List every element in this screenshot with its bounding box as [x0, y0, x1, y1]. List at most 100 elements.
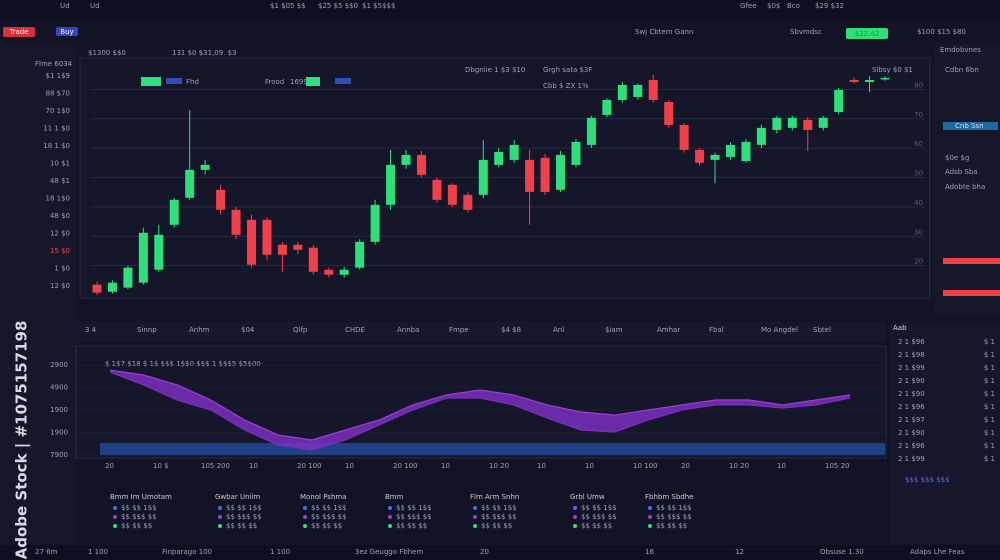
annotation: Dbgniie 1 $3 $10	[465, 66, 525, 74]
orderbook-size: $ 1	[984, 390, 995, 398]
orderbook-size: $ 1	[984, 442, 995, 450]
footer-item: Obsuse 1.30	[820, 548, 864, 556]
x-tick-label: 10	[777, 462, 786, 470]
toolbar-item: Sbtel	[813, 326, 831, 334]
group-item: $$ $$$ $$	[121, 513, 157, 521]
volume-strip	[100, 443, 885, 455]
y-tick-label: 1900	[50, 429, 68, 437]
candle-body	[695, 149, 705, 163]
legend-swatch	[335, 78, 351, 84]
orderbook-size: $ 1	[984, 364, 995, 372]
top-item: Gfee	[740, 2, 757, 10]
orderbook-price: 2 1 $96	[898, 442, 925, 450]
group-item: $$ $$$ $$	[311, 513, 347, 521]
orderbook-size: $ 1	[984, 403, 995, 411]
candle-body	[262, 219, 272, 255]
group-item: $$ $$ $$	[581, 522, 612, 530]
annotation: Grgh sata $3F	[543, 66, 592, 74]
group-dot	[113, 524, 117, 528]
group-item: $$ $$ $$	[121, 522, 152, 530]
lower-title: $ 1$7 $18 $ 1$ $$$ 1$$0 $$$ 1 $$$5 $5$00	[105, 360, 261, 368]
group-dot	[648, 506, 652, 510]
group-dot	[218, 515, 222, 519]
orderbook-price: 2 1 $90	[898, 429, 925, 437]
button-label: Trade	[8, 28, 28, 36]
group-title: Gwbar Uniim	[215, 493, 260, 501]
panel-button[interactable]	[943, 122, 998, 130]
y-tick-label: 7900	[50, 451, 68, 459]
candle-body	[648, 79, 658, 100]
candle-body	[432, 179, 442, 200]
y-tick-label: 30	[914, 228, 923, 236]
top-item: Ud	[90, 2, 100, 10]
candle-body	[540, 157, 550, 192]
top-item: $1 $5$$$	[362, 2, 395, 10]
candle-body	[664, 102, 674, 125]
candle-body	[200, 164, 210, 170]
group-item: $$ $$ $$	[226, 522, 257, 530]
footer	[0, 545, 1000, 560]
candle-body	[447, 184, 457, 205]
trade-button[interactable]	[3, 27, 35, 37]
toolbar-item: Fmpe	[449, 326, 469, 334]
top-item: Bco	[787, 2, 800, 10]
x-tick-label: 20 100	[297, 462, 322, 470]
candle-body	[787, 117, 797, 128]
candle-body	[416, 154, 426, 175]
orderbook-tag: $$$ $$$ $$$	[905, 476, 950, 484]
toolbar-item: Fbal	[709, 326, 724, 334]
group-dot	[303, 524, 307, 528]
sidebar-row: 48 $0	[50, 212, 70, 220]
candle-body	[525, 159, 535, 192]
group-item: $$ $$ $$	[656, 522, 687, 530]
group-dot	[303, 506, 307, 510]
candle-body	[247, 219, 257, 265]
candle-body	[185, 169, 195, 198]
group-item: $$ $$ $$	[311, 522, 342, 530]
panel-row: Cdbn 6bn	[945, 66, 979, 74]
group-dot	[113, 515, 117, 519]
orderbook-price: 2 1 $98	[898, 351, 925, 359]
y-tick-label: 1900	[50, 406, 68, 414]
band-line	[109, 369, 851, 441]
group-item: $$ $$ 1$$	[656, 504, 692, 512]
legend-swatch	[141, 77, 161, 86]
y-tick-label: 2900	[50, 361, 68, 369]
candle-body	[92, 284, 102, 293]
footer-item: 3ez Geuggo Fbhem	[355, 548, 423, 556]
x-tick-label: 10	[345, 462, 354, 470]
group-item: $$ $$ 1$$	[396, 504, 432, 512]
group-item: $$ $$ 1$$	[581, 504, 617, 512]
toolbar-item: Annba	[397, 326, 419, 334]
candle-body	[386, 164, 396, 205]
panel-row: Adsb Sba	[945, 168, 978, 176]
group-dot	[573, 524, 577, 528]
group-dot	[218, 506, 222, 510]
y-tick-label: 80	[914, 81, 923, 89]
group-title: Fbhbm Sbdhe	[645, 493, 693, 501]
candle-body	[602, 99, 612, 115]
group-item: $$ $$$ $$	[481, 513, 517, 521]
group-item: $$ $$$ $$	[656, 513, 692, 521]
x-tick-label: 10 $	[153, 462, 169, 470]
group-title: Grbl Umw	[570, 493, 605, 501]
y-tick-label: 4900	[50, 384, 68, 392]
candle-body	[556, 154, 566, 190]
group-title: Bmm	[385, 493, 404, 501]
candle-body	[463, 194, 473, 210]
footer-item: 12	[735, 548, 744, 556]
orderbook-size: $ 1	[984, 429, 995, 437]
candle-body	[571, 141, 581, 165]
footer-item: Adaps Lhe Feas	[910, 548, 965, 556]
candle-body	[617, 84, 627, 100]
price-button[interactable]	[846, 28, 888, 39]
top-item: $29 $32	[815, 2, 844, 10]
sidebar-row: 15 $0	[50, 247, 70, 255]
x-tick-label: 10	[585, 462, 594, 470]
group-dot	[473, 515, 477, 519]
group-title: Bmm Im Umotam	[110, 493, 172, 501]
candle-body	[772, 117, 782, 130]
pill[interactable]	[56, 27, 78, 36]
x-tick-label: 10 20	[729, 462, 749, 470]
